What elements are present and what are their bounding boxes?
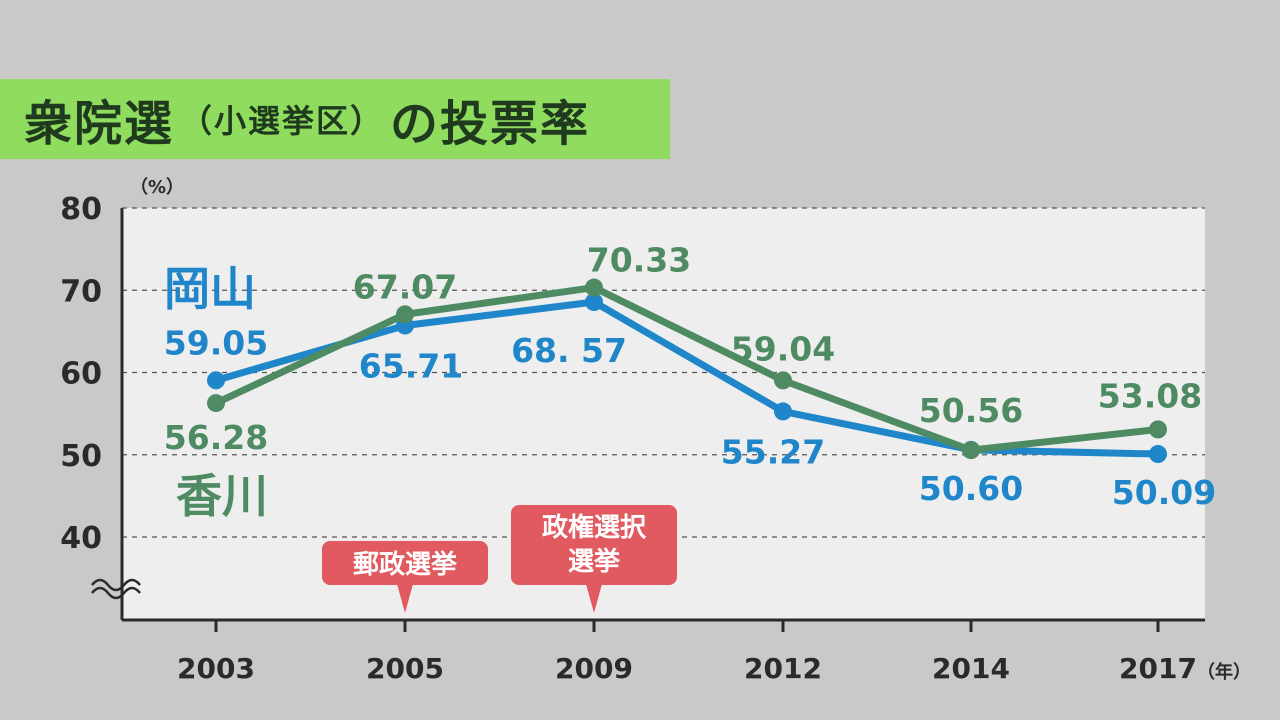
axis-break-icon: [91, 578, 141, 600]
data-point: [962, 441, 980, 460]
data-point: [1149, 445, 1167, 464]
annotation-text: 選挙: [568, 547, 621, 577]
y-tick-label: 40: [60, 521, 102, 556]
data-label: 68. 57: [511, 331, 627, 370]
annotation-pointer: [397, 584, 413, 613]
data-label: 65.71: [359, 347, 463, 386]
data-label: 50.60: [919, 469, 1023, 508]
data-point: [207, 371, 225, 390]
data-label: 50.09: [1112, 473, 1216, 512]
title-main-after: の投票率: [390, 96, 591, 152]
y-unit-label: （%）: [130, 177, 184, 198]
x-tick-label: 2014: [932, 652, 1010, 685]
data-label: 67.07: [353, 267, 457, 306]
series-line-kagawa: [212, 284, 1162, 454]
data-label: 50.56: [919, 391, 1023, 430]
series-label-okayama: 岡山: [164, 262, 256, 316]
x-tick-label: 2012: [744, 652, 822, 685]
data-label: 70.33: [587, 241, 691, 280]
series-label-kagawa: 香川: [176, 469, 268, 523]
title-main-before: 衆院選: [24, 96, 175, 152]
data-point: [774, 371, 792, 390]
title-subtitle: （小選挙区）: [180, 102, 385, 140]
series-line-okayama: [212, 298, 1162, 458]
data-label: 59.04: [731, 329, 835, 368]
annotation-callout: [511, 505, 677, 585]
y-tick-label: 60: [60, 357, 102, 392]
x-tick-label: 2017: [1119, 652, 1197, 685]
y-tick-label: 50: [60, 439, 102, 474]
x-tick-label: 2005: [366, 652, 444, 685]
data-point: [774, 402, 792, 421]
chart-title: 衆院選 （小選挙区） の投票率: [0, 79, 670, 159]
annotation-text: 郵政選挙: [353, 549, 458, 580]
data-point: [585, 278, 603, 297]
data-label: 56.28: [164, 418, 268, 457]
y-tick-label: 70: [60, 274, 102, 309]
x-unit-label: （年）: [1197, 661, 1251, 683]
annotation-pointer: [586, 584, 602, 613]
data-label: 55.27: [721, 432, 825, 471]
x-tick-label: 2003: [177, 652, 255, 685]
data-point: [1149, 420, 1167, 439]
data-point: [396, 305, 414, 324]
data-point: [585, 293, 603, 312]
data-point: [207, 394, 225, 413]
x-tick-label: 2009: [555, 652, 633, 685]
data-label: 53.08: [1098, 376, 1202, 415]
annotation-text: 政権選択: [542, 512, 647, 543]
annotation-callout: [322, 541, 488, 585]
y-tick-label: 80: [60, 192, 102, 227]
data-label: 59.05: [164, 323, 268, 362]
